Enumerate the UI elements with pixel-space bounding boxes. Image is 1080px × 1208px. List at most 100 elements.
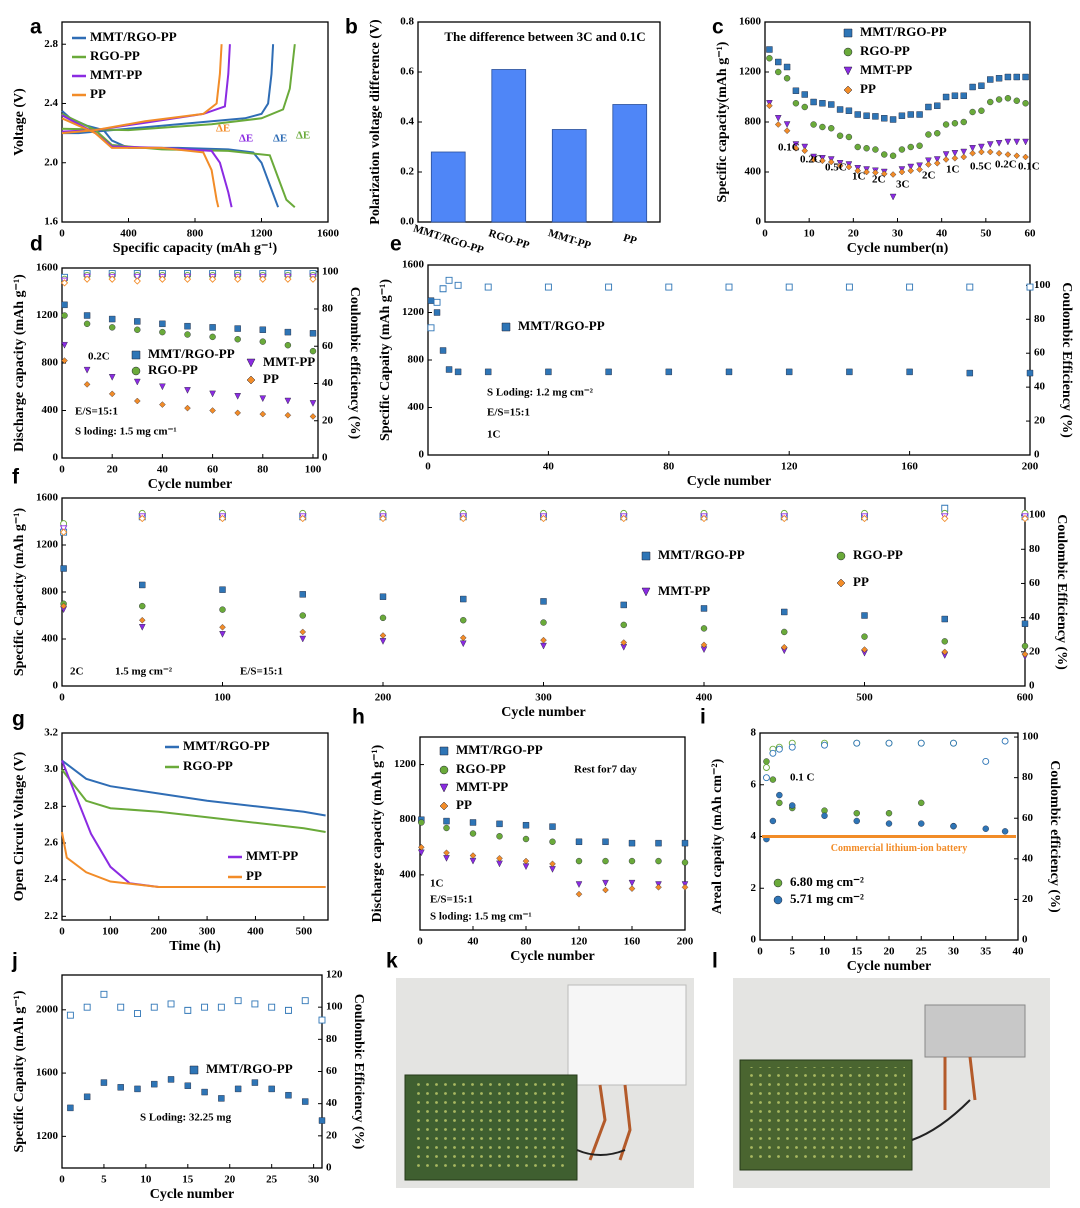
data-point [783, 75, 791, 82]
data-point [906, 368, 913, 376]
x-axis-label: Time (h) [169, 939, 221, 954]
legend-label: MMT/RGO-PP [148, 346, 235, 361]
y2-tick-label: 0 [1022, 934, 1028, 946]
efficiency-point [700, 514, 708, 523]
data-point [60, 602, 67, 610]
panel-letter: h [352, 706, 365, 729]
legend-swatch [773, 878, 783, 888]
y-tick-label: 2.4 [44, 873, 58, 885]
data-point [83, 1093, 91, 1101]
data-point [792, 144, 800, 152]
data-point [933, 156, 941, 163]
data-point [159, 320, 166, 328]
y-tick-label: 800 [408, 354, 425, 366]
efficiency-point [59, 528, 68, 536]
data-point [219, 606, 226, 613]
data-point [889, 116, 897, 123]
data-point [1026, 369, 1034, 377]
data-point [454, 368, 462, 376]
efficiency-point [1026, 283, 1034, 291]
y-tick-label: 1200 [739, 66, 762, 78]
efficiency-point [769, 749, 777, 757]
data-point [299, 628, 307, 636]
data-point [655, 839, 662, 847]
data-point [828, 101, 835, 108]
efficiency-point [184, 1006, 192, 1014]
data-point [496, 820, 503, 828]
data-point [159, 383, 166, 391]
data-point [620, 601, 627, 609]
efficiency-point [762, 774, 770, 782]
data-point [418, 849, 425, 857]
data-point [108, 315, 116, 323]
legend-label: MMT/RGO-PP [206, 1061, 293, 1076]
data-point [443, 855, 450, 862]
data-point [898, 146, 906, 153]
data-point [540, 642, 547, 650]
efficiency-point [301, 997, 309, 1005]
x-axis-label: Cycle number [510, 949, 594, 964]
data-point [836, 132, 844, 139]
efficiency-point [234, 997, 242, 1005]
efficiency-point [788, 743, 796, 751]
legend-label: RGO-PP [860, 43, 910, 58]
data-point [1004, 151, 1012, 158]
data-point [1004, 138, 1012, 146]
led-grid [747, 1067, 905, 1163]
y2-tick-label: 100 [1034, 279, 1051, 291]
legend-label: MMT/RGO-PP [183, 738, 270, 753]
x-axis-label: Cycle number [687, 474, 771, 489]
y2-tick-label: 80 [1022, 771, 1034, 783]
data-point [775, 68, 782, 76]
y-tick-label: 1600 [36, 262, 59, 274]
data-point [827, 158, 835, 166]
data-point [108, 390, 116, 398]
data-point [780, 643, 788, 651]
efficiency-point [605, 283, 613, 291]
x-tick-label: 50 [980, 228, 992, 240]
y-tick-label: 1200 [402, 306, 425, 318]
efficiency-point [83, 275, 91, 283]
x-tick-label: 200 [375, 692, 392, 704]
efficiency-point [66, 1011, 74, 1019]
data-point [628, 839, 636, 847]
data-point [299, 635, 307, 643]
legend-label: RGO-PP [853, 547, 903, 562]
x-tick-label: 0 [59, 228, 65, 240]
wire [576, 1149, 626, 1156]
legend-label: MMT-PP [658, 583, 710, 598]
legend-label: 5.71 mg cm⁻² [790, 891, 864, 906]
data-point [916, 166, 923, 173]
data-point [443, 849, 450, 857]
data-point [960, 148, 968, 156]
data-point [139, 602, 146, 610]
data-point [159, 401, 166, 408]
series-line [61, 759, 326, 817]
x-tick-label: 60 [207, 464, 219, 476]
data-point [1022, 100, 1029, 107]
data-point [766, 46, 773, 53]
data-point [769, 776, 777, 783]
data-point [234, 325, 241, 332]
data-point [259, 338, 266, 345]
data-point [819, 100, 826, 107]
data-point [881, 115, 888, 122]
data-point [418, 819, 425, 826]
y-tick-label: 800 [400, 813, 417, 825]
y-tick-label: 1200 [36, 309, 59, 321]
legend-swatch [439, 783, 449, 793]
legend-swatch [843, 28, 853, 38]
data-point [872, 113, 879, 120]
y2-tick-label: 60 [1022, 812, 1034, 824]
data-point [201, 1088, 208, 1096]
data-point [810, 156, 817, 163]
series-line [61, 769, 326, 833]
data-point [522, 857, 530, 865]
y-tick-label: 3.2 [44, 727, 58, 739]
data-point [61, 357, 68, 364]
efficiency-point [117, 1003, 125, 1011]
data-point [889, 152, 897, 159]
data-point [284, 397, 292, 405]
data-point [379, 593, 387, 600]
annotation: S loding: 1.5 mg cm⁻¹ [75, 426, 177, 438]
